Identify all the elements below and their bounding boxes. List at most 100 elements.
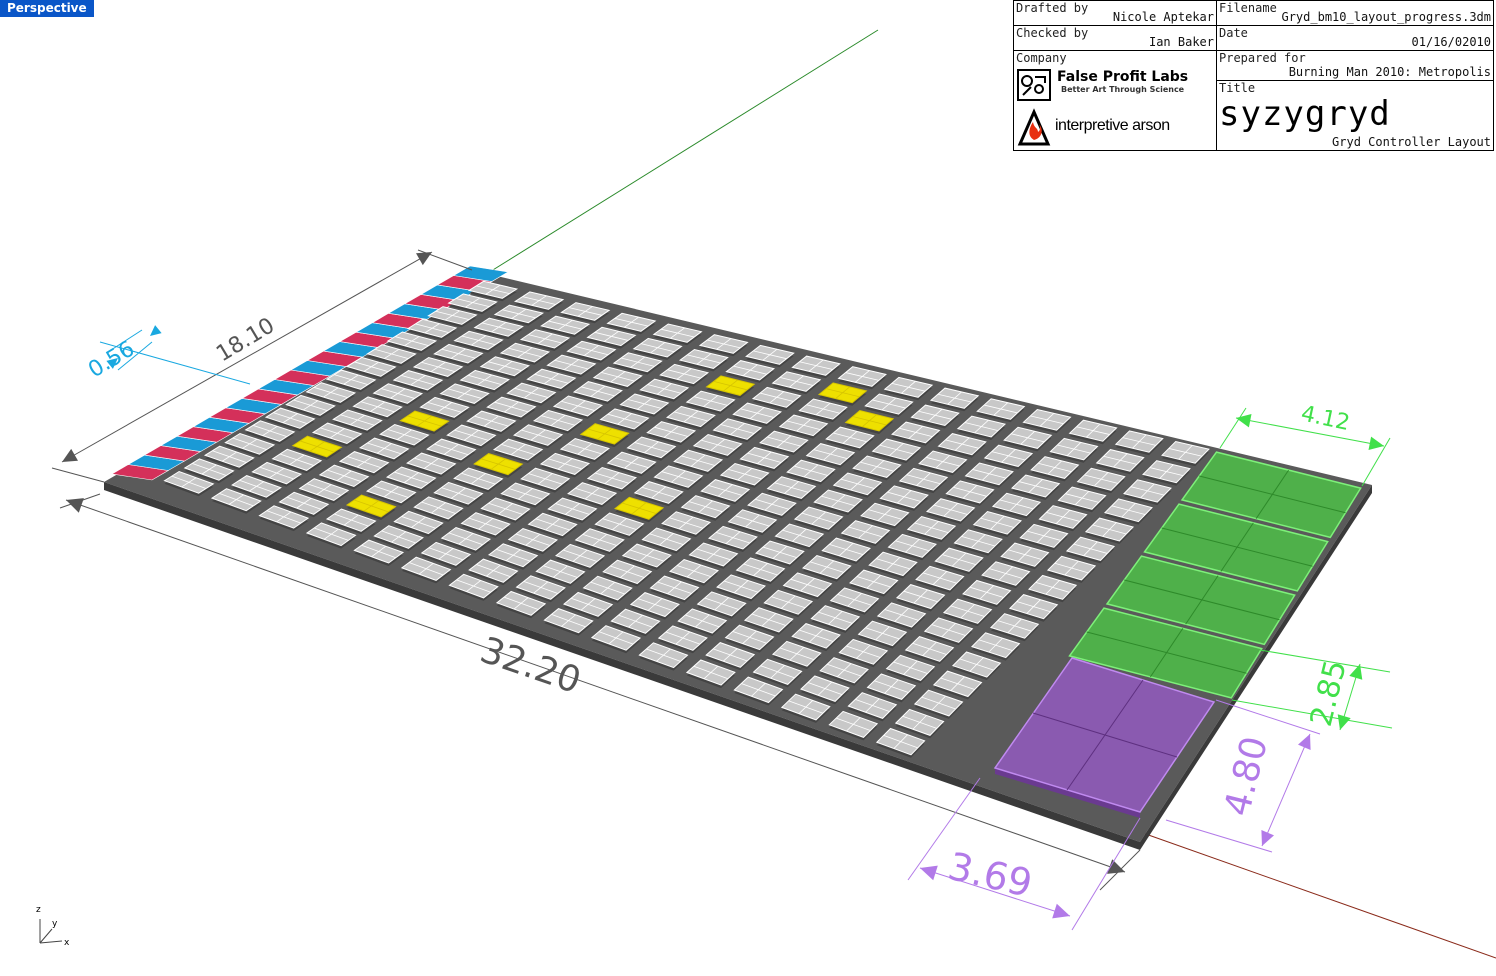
checked-by-cell: Checked by Ian Baker	[1014, 26, 1217, 51]
base-front-edge	[104, 482, 1140, 850]
dim-strip-width: 0.56	[84, 336, 139, 383]
dimension-line	[919, 867, 1071, 917]
tile-divider	[964, 422, 999, 431]
dimension-line	[1261, 733, 1311, 847]
tile-divider	[514, 387, 549, 398]
dimension-line	[1215, 699, 1321, 735]
tile-divider	[760, 665, 795, 679]
tile-divider	[724, 580, 759, 593]
dimension-line	[107, 329, 143, 353]
tile-divider	[467, 374, 502, 385]
tile-divider	[622, 502, 657, 514]
purple-pad-edge	[995, 768, 1140, 818]
tile-divider	[286, 496, 322, 510]
tile-divider	[855, 699, 890, 712]
dimension-arrow	[106, 358, 118, 369]
tile-divider	[713, 648, 748, 662]
pad-divider	[1220, 522, 1254, 572]
viewport-title-tab[interactable]: Perspective	[0, 0, 94, 17]
tile-divider	[942, 554, 976, 565]
dimension-line	[65, 499, 1126, 873]
tile-divider	[1168, 448, 1203, 457]
tile-divider	[614, 457, 649, 469]
tile-divider	[594, 331, 629, 341]
tile-divider	[708, 485, 743, 496]
tile-divider	[494, 401, 529, 413]
tile-divider	[521, 429, 556, 441]
tile-divider	[299, 440, 335, 453]
tile-divider	[627, 398, 662, 409]
tile-divider	[534, 373, 569, 384]
checked-by-label: Checked by	[1016, 26, 1089, 40]
tile-divider	[441, 487, 476, 500]
checked-by-value: Ian Baker	[1148, 35, 1214, 49]
tile-divider	[401, 374, 435, 386]
dimension-arrow	[1107, 859, 1125, 874]
tile-divider	[646, 648, 681, 662]
tile-divider	[988, 568, 1023, 579]
green-pad	[1068, 607, 1263, 699]
tile-divider	[1016, 601, 1051, 613]
tile-divider	[681, 455, 716, 466]
tile-divider	[239, 479, 274, 493]
tile-divider	[715, 531, 750, 544]
tile-divider	[922, 572, 957, 584]
tile-divider	[813, 449, 848, 460]
tile-divider	[394, 471, 429, 484]
tile-divider	[969, 586, 1004, 598]
tile-divider	[899, 427, 933, 438]
tile-divider	[408, 562, 444, 576]
title-label: Title	[1219, 81, 1256, 95]
tile-divider	[407, 415, 442, 427]
tile-divider	[887, 491, 922, 502]
tile-divider	[629, 549, 664, 562]
tile-divider	[856, 576, 891, 588]
tile-divider	[786, 420, 821, 431]
axis-triad-icon	[39, 919, 63, 944]
tile-divider	[522, 296, 556, 305]
tile-divider	[693, 665, 729, 680]
tile-divider	[481, 322, 516, 332]
tile-divider	[266, 510, 302, 524]
dimension-arrow	[1236, 414, 1252, 428]
drafted-by-label: Drafted by	[1016, 1, 1089, 15]
tile-divider	[918, 410, 952, 420]
tile-divider	[836, 717, 871, 731]
tile-divider	[799, 361, 833, 370]
tile-divider	[669, 517, 704, 529]
tile-divider	[340, 414, 375, 426]
tile-divider	[782, 529, 817, 541]
tile-divider	[1035, 581, 1070, 593]
tile-divider	[997, 620, 1032, 632]
tile-divider	[852, 416, 887, 426]
tile-divider	[991, 451, 1026, 461]
tile-divider	[468, 517, 503, 530]
tile-divider	[602, 518, 637, 530]
tile-divider	[387, 429, 422, 441]
tile-divider	[594, 472, 629, 484]
tile-divider	[1054, 562, 1089, 574]
tile-divider	[567, 443, 602, 455]
tile-divider	[848, 526, 883, 538]
tile-divider	[925, 456, 960, 467]
tile-divider	[528, 334, 562, 344]
tile-divider	[798, 629, 834, 642]
tile-divider	[807, 682, 843, 696]
pad-divider	[1149, 628, 1184, 678]
tile-divider	[978, 639, 1013, 652]
tile-divider	[581, 386, 615, 397]
tile-divider	[501, 444, 536, 456]
tile-divider	[434, 443, 469, 456]
tile-divider	[1027, 530, 1061, 541]
tile-divider	[421, 501, 456, 514]
tile-divider	[219, 493, 254, 507]
tile-divider	[456, 579, 491, 593]
tile-divider	[1084, 474, 1118, 484]
tile-divider	[931, 624, 966, 636]
filename-value: Gryd_bm10_layout_progress.3dm	[1281, 10, 1491, 24]
tile-divider	[735, 515, 770, 527]
dimension-line	[51, 467, 105, 483]
tile-divider	[872, 399, 906, 409]
tile-divider	[503, 596, 539, 610]
